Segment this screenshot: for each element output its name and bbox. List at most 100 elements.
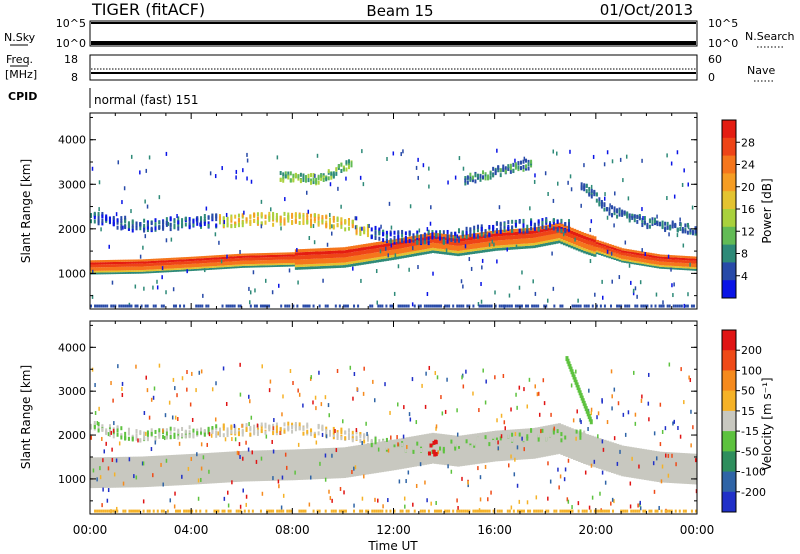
power-cell [284, 263, 288, 265]
velocity-cell [162, 428, 164, 433]
velocity-cell [655, 456, 658, 461]
velocity-cell [495, 437, 498, 442]
power-cell [509, 244, 513, 248]
power-cell [140, 304, 143, 308]
velocity-cell [113, 421, 115, 426]
power-cell [340, 204, 342, 209]
velocity-cell [606, 420, 609, 425]
power-cell [143, 228, 146, 233]
power-cell [507, 235, 511, 240]
power-cell [342, 257, 347, 263]
velocity-cell [165, 455, 170, 486]
velocity-cell [631, 447, 635, 478]
power-cell [179, 304, 182, 308]
velocity-cell [122, 481, 125, 486]
velocity-cell [291, 422, 294, 427]
ytick-label: 3000 [58, 178, 86, 191]
colorbar-swatch [722, 280, 736, 299]
power-cell [411, 251, 415, 254]
velocity-cell [543, 401, 546, 406]
power-cell [666, 259, 670, 263]
power-cell [97, 217, 100, 222]
power-cell [575, 229, 579, 233]
power-cell [239, 253, 243, 256]
power-cell [167, 221, 170, 226]
velocity-cell [164, 413, 167, 418]
velocity-cell [660, 479, 663, 484]
power-cell [353, 260, 357, 264]
velocity-cell [622, 412, 625, 417]
power-cell [264, 255, 268, 258]
power-cell [525, 243, 529, 246]
velocity-cell [564, 467, 567, 472]
velocity-cell [677, 425, 679, 430]
velocity-cell [237, 509, 240, 513]
power-cell [170, 257, 175, 260]
power-cell [106, 304, 109, 308]
power-cell [284, 174, 287, 179]
velocity-cell [148, 415, 151, 420]
velocity-cell [366, 431, 368, 436]
power-cell [96, 304, 99, 308]
velocity-cell [428, 451, 432, 456]
velocity-cell [294, 470, 296, 475]
power-cell [239, 260, 243, 265]
velocity-cell [287, 421, 290, 426]
power-cell [222, 222, 225, 227]
power-cell [269, 259, 273, 264]
velocity-cell [191, 509, 194, 513]
power-cell [355, 245, 359, 249]
power-cell [177, 223, 180, 228]
power-cell [396, 256, 400, 260]
power-cell [446, 249, 450, 253]
power-cell [267, 257, 271, 261]
velocity-cell [435, 500, 437, 505]
power-cell [249, 253, 253, 256]
power-cell [161, 275, 163, 280]
velocity-cell [292, 381, 294, 386]
power-cell [530, 243, 534, 246]
velocity-cell [203, 453, 207, 484]
power-cell [568, 222, 571, 227]
velocity-cell [248, 394, 250, 399]
power-cell [482, 175, 485, 180]
velocity-cell [444, 409, 447, 414]
velocity-cell [97, 457, 101, 488]
power-cell [302, 252, 306, 256]
power-cell [207, 221, 210, 226]
velocity-cell [275, 431, 278, 436]
velocity-cell [110, 457, 114, 488]
power-cell [95, 260, 99, 263]
velocity-cell [647, 401, 650, 406]
velocity-cell [135, 456, 139, 488]
power-cell [175, 264, 180, 269]
power-cell [641, 248, 643, 253]
power-cell [656, 221, 659, 226]
power-cell [575, 240, 579, 246]
nsearch-tick-top: 10^5 [708, 17, 738, 30]
power-cell [509, 239, 513, 245]
velocity-cell [599, 491, 601, 496]
velocity-cell [272, 426, 275, 431]
power-cell [155, 258, 159, 261]
power-cell [332, 253, 336, 258]
velocity-cell [287, 426, 290, 431]
velocity-cell [666, 509, 669, 513]
velocity-cell [306, 424, 309, 429]
power-cell [565, 228, 569, 232]
ytick-label: 2000 [58, 223, 86, 236]
power-cell [196, 267, 200, 269]
power-cell [188, 225, 191, 230]
power-cell [172, 287, 175, 292]
power-cell [580, 247, 584, 250]
velocity-cell [160, 462, 162, 467]
velocity-cell [172, 377, 175, 382]
velocity-cell [200, 427, 203, 432]
power-cell [466, 244, 470, 250]
power-cell [317, 213, 320, 218]
power-cell [365, 246, 369, 250]
velocity-cell [537, 509, 540, 513]
velocity-cell [514, 457, 516, 462]
power-cell [100, 267, 104, 271]
power-cell [322, 175, 325, 180]
